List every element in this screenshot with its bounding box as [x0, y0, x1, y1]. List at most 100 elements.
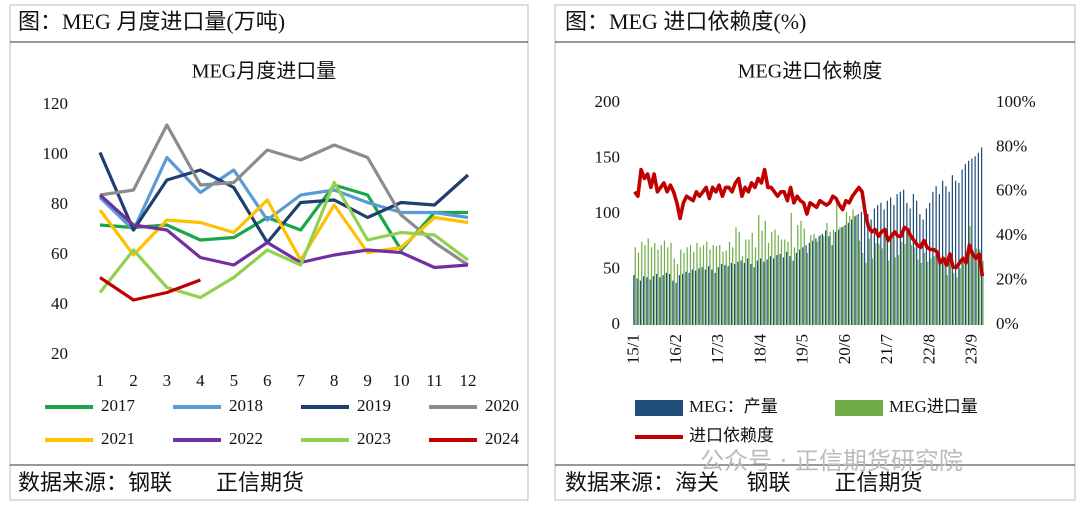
y-tick-label: 100 — [595, 203, 621, 222]
bar — [949, 256, 952, 325]
bar — [901, 241, 903, 325]
bar — [691, 269, 693, 325]
bar — [862, 252, 864, 325]
bar — [932, 191, 934, 325]
bar — [865, 262, 867, 325]
bar — [735, 227, 737, 325]
bar — [806, 252, 809, 325]
bar — [673, 258, 675, 325]
bar — [787, 241, 789, 325]
bar — [971, 158, 973, 325]
y-tick-label: 150 — [595, 147, 621, 166]
y2-tick-label: 60% — [996, 181, 1027, 200]
bar — [782, 257, 784, 325]
x-tick-label: 2 — [129, 371, 138, 390]
bar — [810, 235, 812, 325]
bar — [884, 233, 887, 325]
bar — [730, 262, 732, 325]
y2-tick-label: 20% — [996, 270, 1027, 289]
x-tick-label: 10 — [393, 371, 410, 390]
watermark: 公众号 · 正信期货研究院 — [700, 447, 963, 475]
bar — [858, 240, 861, 325]
bar — [747, 258, 749, 325]
x-tick-label: 12 — [460, 371, 477, 390]
legend-label: 2020 — [485, 396, 519, 415]
bar — [844, 225, 846, 325]
y-tick-label: 100 — [43, 144, 69, 163]
bar — [662, 275, 664, 325]
legend-label: 进口依赖度 — [689, 426, 774, 445]
bar — [877, 205, 879, 325]
bar — [805, 245, 807, 325]
bar — [634, 247, 636, 325]
series-line — [98, 198, 469, 262]
bar — [968, 160, 970, 325]
bar — [725, 250, 727, 325]
bar — [745, 239, 747, 325]
x-tick-label: 17/3 — [708, 334, 727, 364]
bar — [760, 258, 762, 325]
series-line — [99, 123, 469, 267]
bar — [769, 256, 771, 325]
bar — [761, 230, 763, 325]
x-tick-label: 11 — [426, 371, 442, 390]
bar — [855, 215, 857, 325]
bar — [890, 197, 892, 325]
bar — [663, 240, 666, 325]
y2-tick-label: 100% — [996, 92, 1036, 111]
bar — [842, 226, 844, 325]
bar — [741, 256, 744, 325]
bar — [917, 259, 919, 325]
y-tick-label: 80 — [51, 194, 68, 213]
bar — [959, 268, 961, 325]
bar — [756, 260, 758, 325]
legend-swatch — [635, 400, 683, 416]
bar — [800, 220, 802, 325]
legend-label: 2019 — [357, 396, 391, 415]
bar — [975, 248, 978, 325]
legend-label: 2023 — [357, 429, 391, 448]
legend-label: 2018 — [229, 396, 263, 415]
bar — [732, 247, 734, 325]
series-line — [98, 180, 469, 300]
bar — [676, 263, 679, 325]
bar — [680, 249, 682, 325]
bar — [966, 262, 968, 325]
bar — [751, 232, 753, 325]
bar — [789, 256, 791, 325]
y-tick-label: 0 — [612, 314, 621, 333]
bar — [764, 220, 766, 325]
bar — [675, 282, 677, 325]
bar — [906, 202, 908, 325]
bar — [738, 231, 740, 325]
bar — [639, 280, 641, 325]
bar — [912, 194, 914, 325]
bar — [740, 260, 742, 325]
bar — [870, 219, 872, 325]
bar — [849, 216, 851, 325]
chart-title: MEG进口依赖度 — [738, 60, 882, 83]
bar — [927, 261, 929, 325]
bar — [845, 211, 848, 325]
bar — [727, 266, 729, 325]
y-tick-label: 60 — [51, 244, 68, 263]
bar — [821, 233, 823, 325]
bar — [657, 249, 659, 325]
bar — [943, 262, 945, 325]
bar — [823, 236, 825, 325]
bar — [784, 239, 786, 325]
bar — [637, 252, 640, 325]
x-tick-label: 20/6 — [835, 334, 854, 364]
bar — [942, 180, 944, 325]
bar — [771, 231, 773, 325]
bar — [636, 278, 638, 325]
bar — [693, 251, 695, 325]
bar — [714, 272, 716, 325]
panel-frame — [554, 4, 1076, 501]
bar — [763, 261, 765, 325]
x-tick-label: 7 — [296, 371, 305, 390]
series-line — [98, 155, 469, 232]
bar — [899, 191, 901, 325]
bar — [737, 261, 739, 325]
bar — [831, 245, 833, 325]
